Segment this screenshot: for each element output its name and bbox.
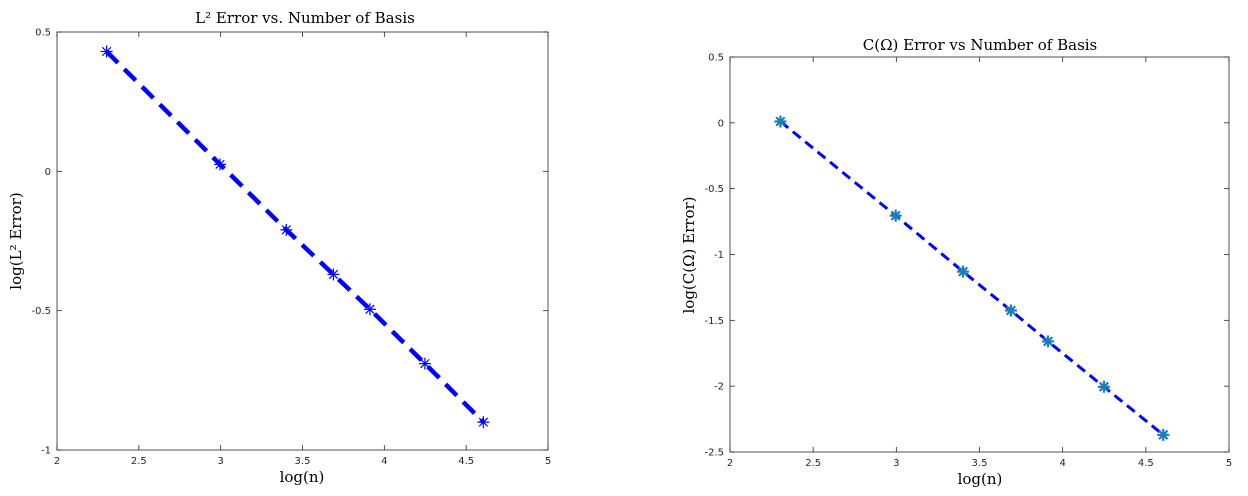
chart-1-data-point [418,357,431,370]
chart-2-ytick-label: 0 [718,118,724,129]
chart-2-xtick-label: 5 [1226,458,1232,469]
chart-1-y-ticks: 0.5 0 -0.5 -1 [31,28,548,457]
chart-1-xtick-label: 3.5 [295,456,311,467]
chart-1-title: L² Error vs. Number of Basis [195,9,415,27]
chart-2-x-ticks: 2 2.5 3 3.5 4 4.5 5 [727,57,1232,469]
chart-2-data-point [1004,304,1017,317]
chart-1-data-point [100,45,113,58]
chart-1-plot-area [56,31,549,451]
chart-2-xtick-label: 4.5 [1138,458,1154,469]
chart-1-ytick-label: 0 [45,167,51,178]
chart-1-ytick-label: -0.5 [31,306,51,317]
chart-1-ylabel: log(L² Error) [7,192,25,289]
chart-2-data-point [774,115,787,128]
chart-2-ytick-label: -2 [714,382,724,393]
chart-1-data-point [363,303,376,316]
chart-2: C(Ω) Error vs Number of Basis 0.5 0 -0.5 -1… [680,36,1232,488]
chart-2-xtick-label: 3.5 [972,458,988,469]
chart-2-ylabel: log(C(Ω) Error) [680,196,698,313]
chart-1-ytick-label: -1 [41,446,51,457]
chart-2-xtick-label: 4 [1059,458,1065,469]
chart-1-data-point [214,158,227,171]
chart-2-ytick-label: -1.5 [704,316,724,327]
chart-1-xtick-label: 2.5 [131,456,147,467]
chart-2-series [774,115,1170,441]
chart-1-x-ticks: 2 2.5 3 3.5 4 4.5 5 [54,32,551,467]
chart-1-data-point [477,416,490,429]
chart-1-xtick-label: 2 [54,456,60,467]
chart-2-ytick-label: -0.5 [704,184,724,195]
chart-2-data-point [957,265,970,278]
chart-1-series [100,45,490,429]
chart-2-xtick-label: 2 [727,458,733,469]
chart-1: L² Error vs. Number of Basis 0.50-0.5-1 … [7,9,551,486]
chart-2-ytick-label: -1 [714,250,724,261]
chart-1-xtick-label: 4 [381,456,387,467]
chart-1-data-point [327,268,340,281]
chart-1-ytick-label: 0.5 [35,28,51,39]
chart-1-xlabel: log(n) [280,468,325,486]
chart-2-plot-area [729,56,1230,453]
chart-2-y-ticks: 0.5 0 -0.5 -1 -1.5 -2 -2.5 [704,53,1229,459]
chart-2-xlabel: log(n) [958,470,1003,488]
chart-2-data-point [889,209,902,222]
chart-1-data-point [280,223,293,236]
chart-2-xtick-label: 3 [893,458,899,469]
chart-1-xtick-label: 5 [545,456,551,467]
chart-1-xtick-label: 3 [217,456,223,467]
chart-2-ytick-label: 0.5 [708,53,724,64]
chart-2-xtick-label: 2.5 [805,458,821,469]
chart-2-data-point [1097,380,1110,393]
chart-2-data-point [1157,428,1170,441]
chart-2-title: C(Ω) Error vs Number of Basis [863,36,1098,54]
chart-2-ytick-label: -2.5 [704,448,724,459]
chart-2-data-point [1042,335,1055,348]
chart-1-xtick-label: 4.5 [458,456,474,467]
